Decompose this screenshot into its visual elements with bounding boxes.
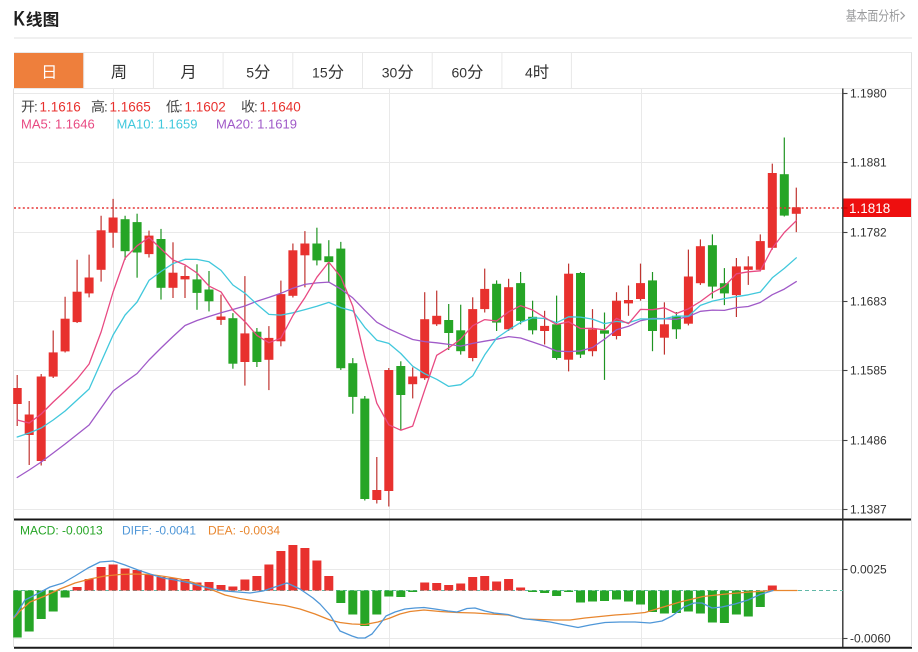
svg-text:1.1818: 1.1818: [849, 201, 890, 216]
svg-text:MACD: -0.0013: MACD: -0.0013: [20, 524, 103, 538]
svg-text:4: 4: [525, 64, 533, 80]
svg-text:1.1585: 1.1585: [850, 364, 887, 378]
svg-text:MA10: 1.1659: MA10: 1.1659: [117, 117, 198, 132]
svg-text::: :: [104, 100, 108, 115]
svg-text:K: K: [14, 8, 26, 31]
svg-text:-0.0060: -0.0060: [850, 632, 891, 646]
svg-text::: :: [34, 100, 38, 115]
svg-text:1.1683: 1.1683: [850, 295, 887, 309]
svg-text:MA20: 1.1619: MA20: 1.1619: [216, 117, 297, 132]
svg-text::: :: [254, 100, 258, 115]
svg-text:DEA: -0.0034: DEA: -0.0034: [208, 524, 280, 538]
svg-text:30: 30: [382, 64, 398, 80]
svg-text:60: 60: [451, 64, 467, 80]
svg-text:5: 5: [246, 64, 254, 80]
svg-text:1.1782: 1.1782: [850, 226, 887, 240]
svg-text:1.1486: 1.1486: [850, 434, 887, 448]
svg-text:MA5: 1.1646: MA5: 1.1646: [21, 117, 95, 132]
svg-text:1.1616: 1.1616: [40, 100, 81, 115]
svg-text:DIFF: -0.0041: DIFF: -0.0041: [122, 524, 196, 538]
svg-text:15: 15: [312, 64, 328, 80]
svg-text:0.0025: 0.0025: [850, 563, 887, 577]
svg-text:1.1640: 1.1640: [260, 100, 301, 115]
svg-text:1.1602: 1.1602: [185, 100, 226, 115]
svg-text:1.1665: 1.1665: [110, 100, 151, 115]
svg-text:1.1387: 1.1387: [850, 503, 887, 517]
svg-text:1.1980: 1.1980: [850, 87, 887, 101]
svg-text::: :: [179, 100, 183, 115]
svg-text:1.1881: 1.1881: [850, 156, 887, 170]
